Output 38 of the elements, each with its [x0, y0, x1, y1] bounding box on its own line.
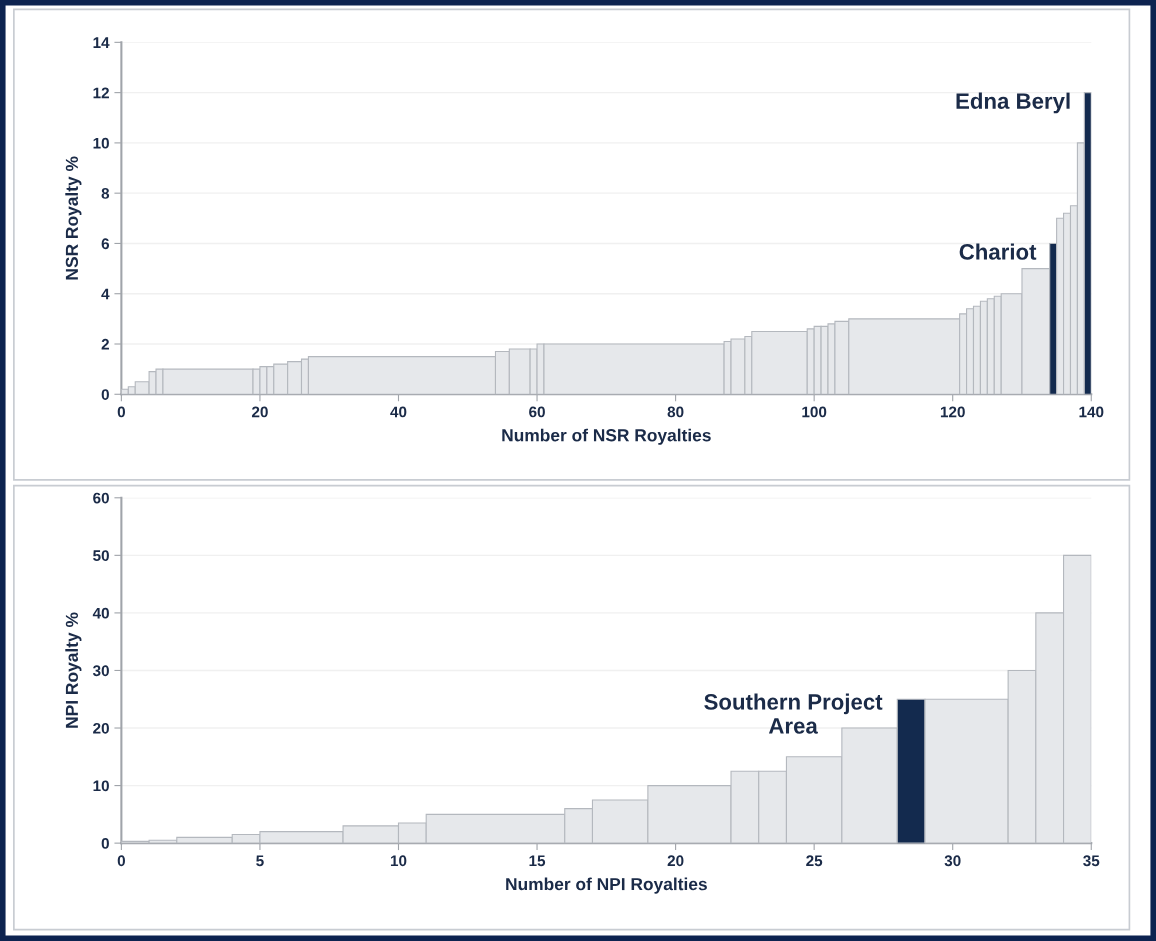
y-axis-title: NPI Royalty %: [65, 612, 82, 728]
x-tick-label: 20: [667, 855, 684, 867]
y-tick-label: 30: [92, 665, 109, 677]
y-tick-label: 0: [101, 838, 109, 849]
y-tick-label: 50: [93, 550, 109, 562]
x-tick-label: 15: [529, 855, 546, 867]
x-tick-label: 140: [1079, 406, 1104, 418]
y-tick-label: 0: [101, 389, 109, 400]
annotation: Edna Beryl: [956, 92, 1070, 114]
x-tick-label: 30: [944, 855, 961, 867]
y-tick-label: 12: [93, 87, 109, 99]
y-axis-title: NSR Royalty %: [65, 156, 82, 280]
x-tick-label: 25: [806, 855, 823, 867]
x-axis-title: Number of NPI Royalties: [506, 877, 707, 894]
y-tick-label: 8: [101, 188, 110, 199]
x-tick-label: 10: [390, 855, 407, 867]
x-tick-label: 35: [1083, 855, 1100, 867]
y-tick-label: 20: [93, 722, 109, 734]
x-tick-label: 120: [940, 406, 965, 418]
x-tick-label: 60: [529, 406, 545, 418]
x-tick-label: 0: [117, 406, 125, 418]
y-tick-label: 6: [101, 238, 110, 250]
x-axis-title: Number of NSR Royalties: [502, 428, 711, 445]
x-tick-label: 40: [390, 406, 407, 418]
x-tick-label: 80: [667, 406, 684, 418]
x-tick-label: 20: [251, 406, 268, 418]
x-tick-label: 100: [802, 406, 827, 418]
y-tick-label: 10: [93, 137, 109, 149]
annotation: Chariot: [959, 243, 1037, 260]
y-tick-label: 10: [93, 780, 109, 792]
y-tick-label: 14: [93, 37, 110, 48]
y-tick-label: 2: [101, 338, 109, 350]
x-tick-label: 0: [117, 855, 125, 867]
y-tick-label: 60: [93, 492, 109, 504]
x-tick-label: 5: [256, 855, 264, 867]
annotation: Southern Project Area: [704, 693, 883, 734]
y-tick-label: 40: [92, 607, 109, 619]
y-tick-label: 4: [101, 288, 110, 300]
